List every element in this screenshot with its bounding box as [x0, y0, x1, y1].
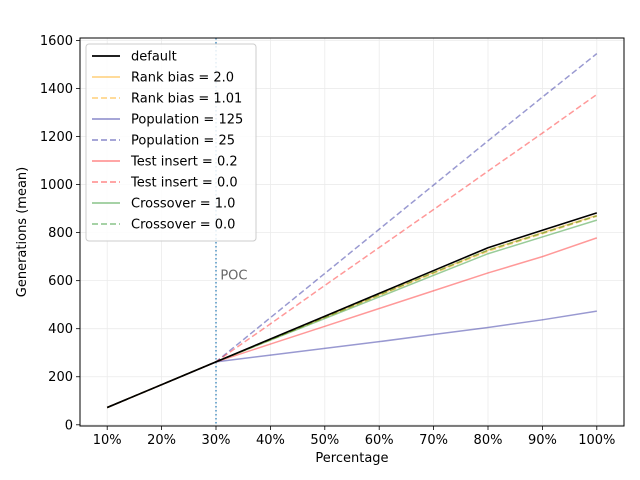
y-tick-label: 1000 [40, 178, 73, 193]
x-tick-label: 40% [256, 433, 285, 448]
poc-annotation: POC [220, 268, 247, 283]
x-tick-label: 20% [147, 433, 176, 448]
x-axis-ticks: 10% 20% 30% 40% 50% 60% 70% 80% 90% 100% [93, 426, 615, 448]
series-line-8 [106, 215, 598, 409]
series-line-2 [106, 215, 598, 409]
legend-label-6: Test insert = 0.0 [130, 176, 238, 191]
x-axis-label: Percentage [315, 451, 388, 466]
legend-box [85, 43, 257, 242]
legend-label-4: Population = 25 [131, 134, 235, 149]
plot-frame [79, 37, 625, 427]
x-tick-label: 90% [528, 433, 557, 448]
series-line-1 [106, 214, 598, 409]
y-tick-label: 200 [48, 370, 73, 385]
series-line-3 [106, 310, 597, 409]
legend-label-2: Rank bias = 1.01 [131, 92, 242, 107]
x-tick-label: 10% [93, 433, 122, 448]
y-tick-label: 1200 [40, 130, 73, 145]
y-tick-label: 400 [48, 322, 73, 337]
x-tick-label: 100% [578, 433, 615, 448]
x-tick-label: 70% [419, 433, 448, 448]
x-tick-label: 60% [365, 433, 394, 448]
series-lines [106, 53, 598, 409]
y-tick-label: 800 [48, 226, 73, 241]
legend-label-3: Population = 125 [131, 113, 243, 128]
legend-label-5: Test insert = 0.2 [130, 155, 238, 170]
x-tick-label: 30% [202, 433, 231, 448]
legend-label-1: Rank bias = 2.0 [131, 71, 234, 86]
series-line-0 [106, 212, 598, 409]
legend: default Rank bias = 2.0 Rank bias = 1.01 Po… [85, 43, 257, 242]
legend-label-0: default [131, 50, 177, 65]
y-tick-label: 0 [65, 418, 73, 433]
series-line-6 [106, 93, 598, 409]
series-line-7 [106, 219, 598, 409]
x-tick-label: 50% [310, 433, 339, 448]
y-axis-ticks: 0 200 400 600 800 1000 1200 1400 1600 [40, 34, 80, 433]
y-tick-label: 1600 [40, 34, 73, 49]
x-tick-label: 80% [474, 433, 503, 448]
y-axis-label: Generations (mean) [15, 167, 30, 297]
legend-label-8: Crossover = 0.0 [131, 218, 235, 233]
grid [80, 38, 624, 426]
y-tick-label: 1400 [40, 82, 73, 97]
y-tick-label: 600 [48, 274, 73, 289]
series-line-4 [106, 53, 598, 409]
legend-label-7: Crossover = 1.0 [131, 197, 235, 212]
